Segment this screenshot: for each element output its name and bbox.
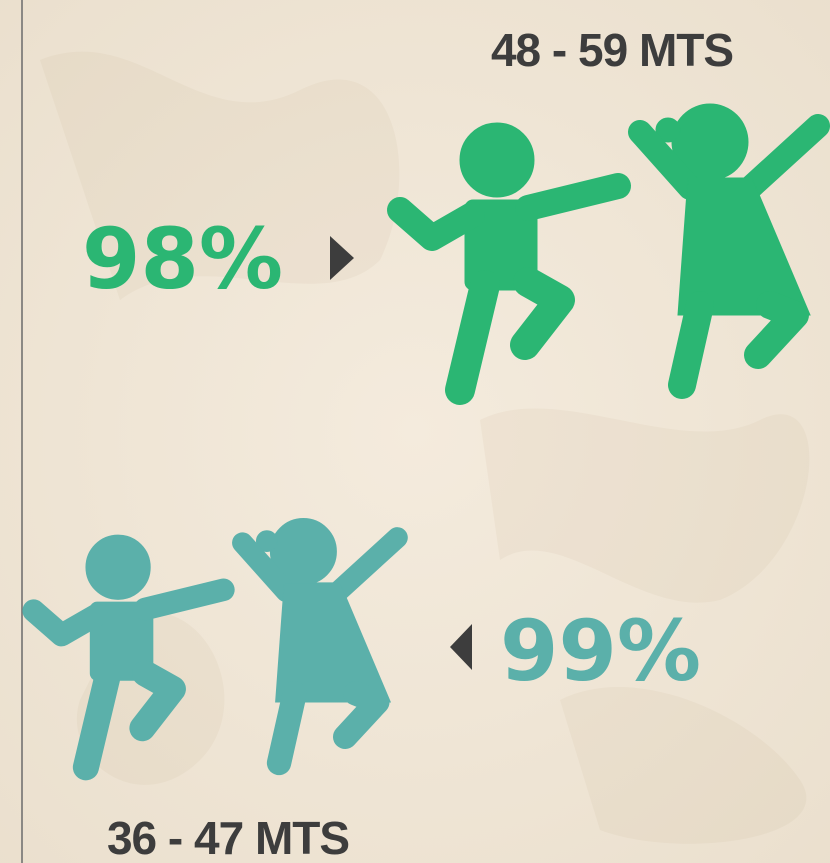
age-range: 36 - 47 MTS [107,812,349,863]
percentage: 98% [82,210,283,308]
pointer-arrow [330,236,354,280]
background-pattern [40,51,810,844]
pointer-arrow [450,624,472,670]
age-range: 48 - 59 MTS [491,24,733,76]
percentage: 99% [500,602,701,700]
